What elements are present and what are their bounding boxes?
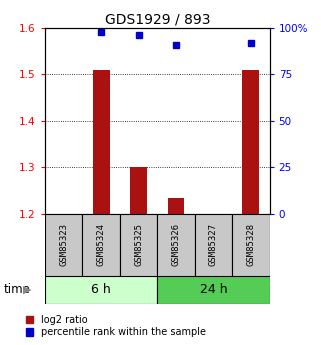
- Text: ▶: ▶: [23, 285, 31, 295]
- Bar: [45, 276, 157, 304]
- Legend: log2 ratio, percentile rank within the sample: log2 ratio, percentile rank within the s…: [26, 315, 206, 337]
- Bar: [168, 198, 185, 214]
- Bar: [82, 214, 120, 276]
- Bar: [93, 69, 109, 214]
- Text: time: time: [3, 283, 30, 296]
- Text: 24 h: 24 h: [200, 283, 227, 296]
- Bar: [242, 69, 259, 214]
- Bar: [232, 214, 270, 276]
- Bar: [45, 214, 82, 276]
- Text: 6 h: 6 h: [91, 283, 111, 296]
- Bar: [157, 276, 270, 304]
- Text: GSM85327: GSM85327: [209, 224, 218, 266]
- Bar: [120, 214, 157, 276]
- Text: GSM85326: GSM85326: [171, 224, 180, 266]
- Text: GSM85323: GSM85323: [59, 224, 68, 266]
- Bar: [130, 167, 147, 214]
- Text: GSM85328: GSM85328: [247, 224, 256, 266]
- Bar: [195, 214, 232, 276]
- Text: GSM85324: GSM85324: [97, 224, 106, 266]
- Bar: [157, 214, 195, 276]
- Title: GDS1929 / 893: GDS1929 / 893: [105, 12, 210, 27]
- Text: GSM85325: GSM85325: [134, 224, 143, 266]
